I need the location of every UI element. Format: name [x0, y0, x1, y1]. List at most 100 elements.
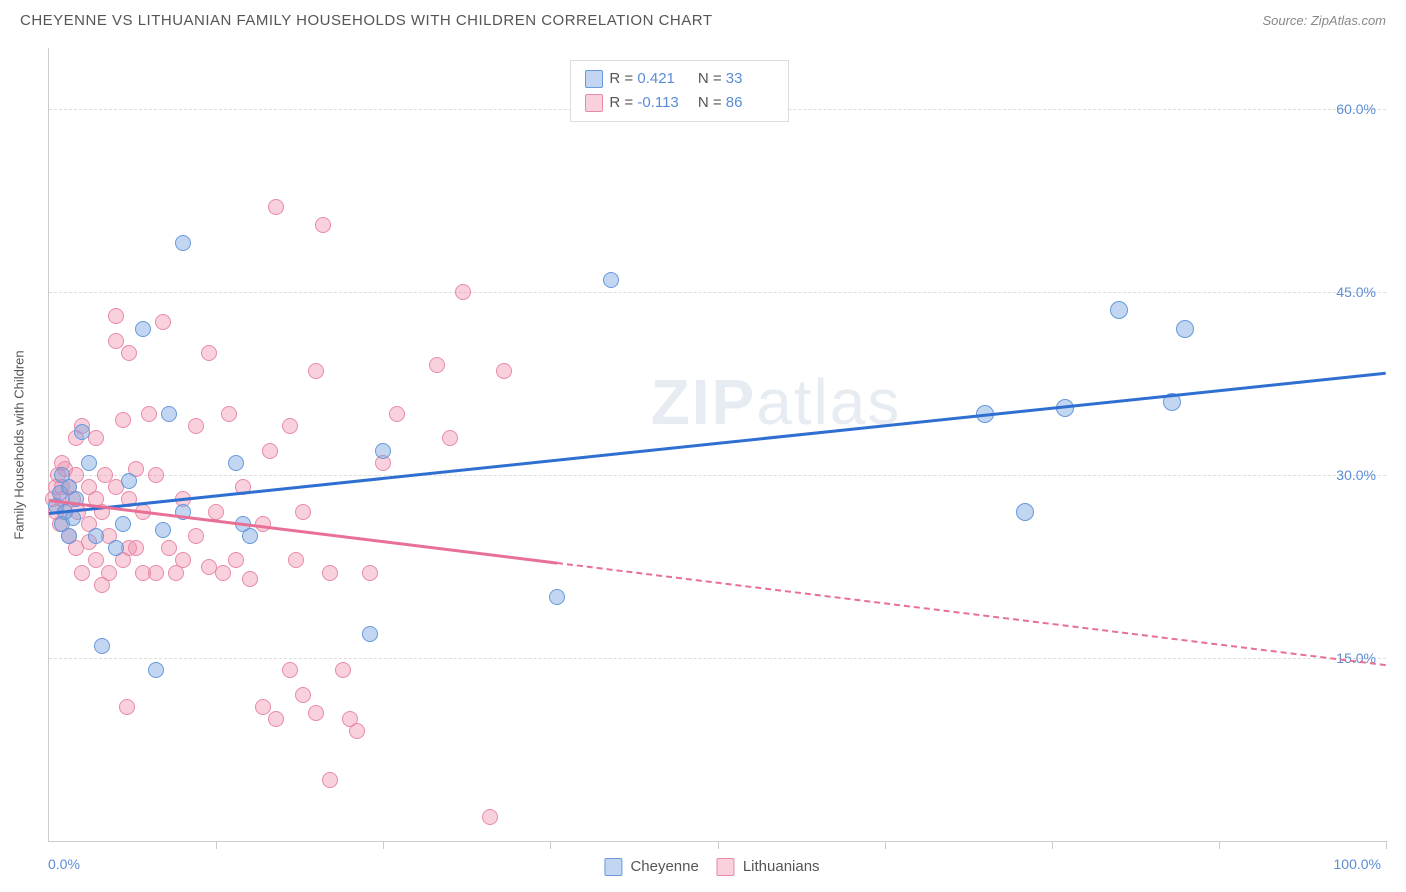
chart-area: Family Households with Children ZIPatlas…: [48, 48, 1386, 842]
scatter-point: [155, 522, 171, 538]
scatter-point: [282, 418, 298, 434]
scatter-point: [429, 357, 445, 373]
scatter-point: [349, 723, 365, 739]
x-axis-max-label: 100.0%: [1334, 856, 1381, 872]
scatter-point: [121, 473, 137, 489]
x-tick: [550, 841, 551, 849]
legend-label: Lithuanians: [743, 858, 820, 875]
stats-row: R = -0.113 N = 86: [585, 91, 773, 115]
scatter-point: [603, 272, 619, 288]
scatter-point: [115, 516, 131, 532]
scatter-point: [135, 321, 151, 337]
scatter-point: [1110, 301, 1128, 319]
scatter-point: [308, 705, 324, 721]
scatter-point: [1016, 503, 1034, 521]
scatter-point: [322, 565, 338, 581]
scatter-point: [228, 552, 244, 568]
scatter-point: [221, 406, 237, 422]
scatter-point: [1176, 320, 1194, 338]
scatter-point: [188, 418, 204, 434]
source-attribution: Source: ZipAtlas.com: [1262, 13, 1386, 28]
scatter-point: [288, 552, 304, 568]
scatter-point: [255, 699, 271, 715]
scatter-point: [315, 217, 331, 233]
scatter-point: [115, 412, 131, 428]
scatter-point: [268, 199, 284, 215]
scatter-point: [161, 540, 177, 556]
scatter-point: [94, 638, 110, 654]
scatter-point: [141, 406, 157, 422]
scatter-point: [88, 552, 104, 568]
scatter-point: [148, 467, 164, 483]
chart-title: CHEYENNE VS LITHUANIAN FAMILY HOUSEHOLDS…: [20, 12, 713, 29]
scatter-point: [375, 443, 391, 459]
scatter-point: [362, 565, 378, 581]
scatter-point: [148, 662, 164, 678]
gridline: [49, 292, 1386, 293]
legend-swatch: [717, 858, 735, 876]
scatter-point: [208, 504, 224, 520]
x-tick: [885, 841, 886, 849]
scatter-point: [262, 443, 278, 459]
trend-line: [557, 562, 1386, 666]
gridline: [49, 658, 1386, 659]
legend-swatch: [585, 94, 603, 112]
x-tick: [1219, 841, 1220, 849]
scatter-point: [108, 540, 124, 556]
scatter-point: [74, 424, 90, 440]
scatter-point: [322, 772, 338, 788]
scatter-point: [188, 528, 204, 544]
scatter-point: [119, 699, 135, 715]
legend-swatch: [585, 70, 603, 88]
x-tick: [1052, 841, 1053, 849]
scatter-point: [295, 504, 311, 520]
scatter-point: [442, 430, 458, 446]
stats-box: R = 0.421 N = 33R = -0.113 N = 86: [570, 60, 788, 122]
x-axis-min-label: 0.0%: [48, 856, 80, 872]
legend: Cheyenne Lithuanians: [586, 858, 819, 876]
scatter-point: [155, 314, 171, 330]
scatter-point: [362, 626, 378, 642]
scatter-point: [108, 333, 124, 349]
scatter-point: [496, 363, 512, 379]
scatter-point: [128, 540, 144, 556]
scatter-point: [482, 809, 498, 825]
scatter-point: [242, 528, 258, 544]
scatter-point: [101, 565, 117, 581]
stats-row: R = 0.421 N = 33: [585, 67, 773, 91]
scatter-point: [74, 565, 90, 581]
x-tick: [383, 841, 384, 849]
y-tick-label: 60.0%: [1336, 101, 1376, 117]
scatter-point: [81, 455, 97, 471]
scatter-point: [61, 528, 77, 544]
scatter-point: [228, 455, 244, 471]
gridline: [49, 475, 1386, 476]
y-tick-label: 30.0%: [1336, 467, 1376, 483]
scatter-point: [88, 528, 104, 544]
scatter-point: [389, 406, 405, 422]
scatter-point: [201, 345, 217, 361]
trend-line: [49, 371, 1386, 514]
scatter-point: [161, 406, 177, 422]
scatter-point: [268, 711, 284, 727]
x-tick: [718, 841, 719, 849]
scatter-point: [175, 552, 191, 568]
x-tick: [1386, 841, 1387, 849]
scatter-point: [121, 345, 137, 361]
scatter-point: [148, 565, 164, 581]
x-tick: [216, 841, 217, 849]
scatter-point: [295, 687, 311, 703]
scatter-point: [308, 363, 324, 379]
scatter-point: [215, 565, 231, 581]
scatter-point: [549, 589, 565, 605]
scatter-point: [335, 662, 351, 678]
plot-area: Family Households with Children ZIPatlas…: [48, 48, 1386, 842]
scatter-point: [282, 662, 298, 678]
legend-label: Cheyenne: [630, 858, 698, 875]
y-tick-label: 45.0%: [1336, 284, 1376, 300]
scatter-point: [175, 235, 191, 251]
scatter-point: [108, 308, 124, 324]
scatter-point: [242, 571, 258, 587]
scatter-point: [455, 284, 471, 300]
legend-swatch: [604, 858, 622, 876]
